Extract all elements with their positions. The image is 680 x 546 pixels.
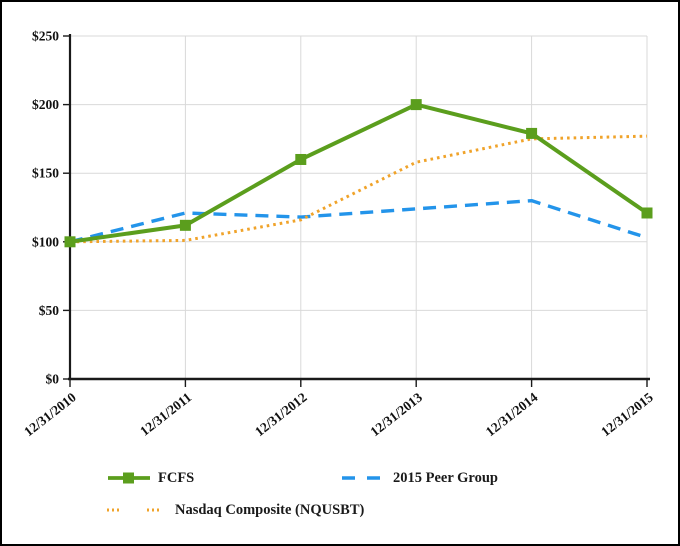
y-tick-label: $0	[46, 372, 60, 387]
x-tick-label: 12/31/2015	[598, 389, 656, 439]
y-tick-label: $200	[32, 97, 59, 112]
series-line-fcfs	[69, 102, 649, 244]
y-tick-label: $150	[32, 166, 59, 181]
y-tick-label: $250	[32, 29, 59, 44]
data-point-marker-fcfs	[295, 153, 307, 165]
nasdaq-line-sample-icon	[107, 508, 162, 512]
x-tick-label: 12/31/2012	[252, 389, 310, 439]
x-tick-label: 12/31/2011	[137, 389, 194, 438]
legend-label-fcfs: FCFS	[158, 469, 195, 486]
data-point-marker-fcfs	[410, 99, 422, 111]
legend-item-fcfs: FCFS	[107, 470, 194, 486]
data-point-marker-fcfs	[179, 219, 191, 231]
legend-item-nasdaq: Nasdaq Composite (NQUSBT)	[107, 502, 364, 518]
fcfs-line-sample-icon	[108, 472, 150, 484]
legend-label-nasdaq: Nasdaq Composite (NQUSBT)	[175, 501, 365, 518]
x-tick-label: 12/31/2010	[21, 389, 79, 439]
x-tick-label: 12/31/2013	[367, 389, 425, 439]
y-tick-label: $50	[39, 303, 60, 318]
stock-performance-chart: $0 $50 $100 $150 $200 $250 12/31/2010 12/31/201…	[21, 29, 656, 440]
peer-group-line-sample-icon	[342, 476, 380, 480]
y-tick-label: $100	[32, 234, 59, 249]
data-point-marker-fcfs	[641, 207, 653, 219]
data-point-marker-fcfs	[64, 236, 76, 248]
series-line-2015-peer-group	[69, 198, 648, 244]
data-point-marker-fcfs	[526, 127, 538, 139]
legend-item-peer-group: 2015 Peer Group	[342, 470, 498, 486]
x-tick-label: 12/31/2014	[483, 389, 541, 439]
legend-label-peer-group: 2015 Peer Group	[393, 469, 498, 486]
series-line-nasdaq-composite-nqusbt	[69, 134, 648, 244]
